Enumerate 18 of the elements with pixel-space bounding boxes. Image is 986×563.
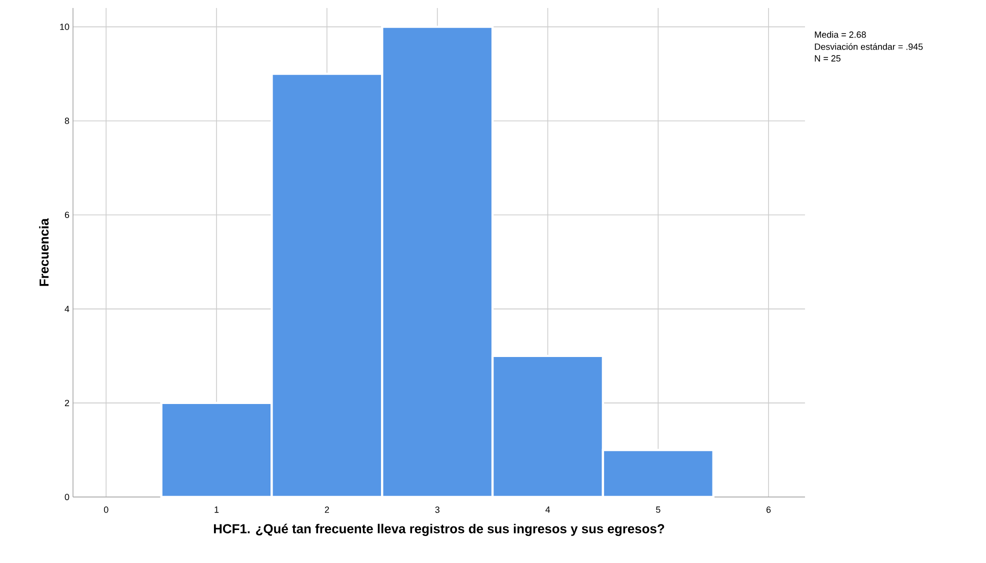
y-tick-label: 10 [60, 24, 70, 30]
x-tick-label: 4 [545, 506, 550, 513]
text: Media = 2.68 [814, 31, 866, 38]
text: Desviación estándar = .945 [814, 43, 923, 50]
x-tick-label: 6 [766, 506, 771, 513]
y-tick-label: 8 [64, 118, 70, 124]
y-tick-label: 4 [64, 306, 70, 312]
x-tick-label: 2 [324, 506, 329, 513]
y-tick-label: 2 [64, 400, 70, 406]
x-tick-label: 5 [656, 506, 660, 513]
text: N = 25 [814, 55, 840, 62]
y-axis-title: Frecuencia [39, 218, 49, 286]
y-tick-label: 6 [64, 212, 70, 218]
x-axis-title: HCF1. ¿Qué tan frecuente lleva registros de sus ingresos y sus egresos? [214, 524, 664, 536]
x-tick-label: 0 [104, 506, 108, 513]
x-tick-label: 1 [214, 506, 219, 513]
y-tick-label: 0 [64, 494, 70, 500]
x-tick-label: 3 [435, 506, 440, 513]
